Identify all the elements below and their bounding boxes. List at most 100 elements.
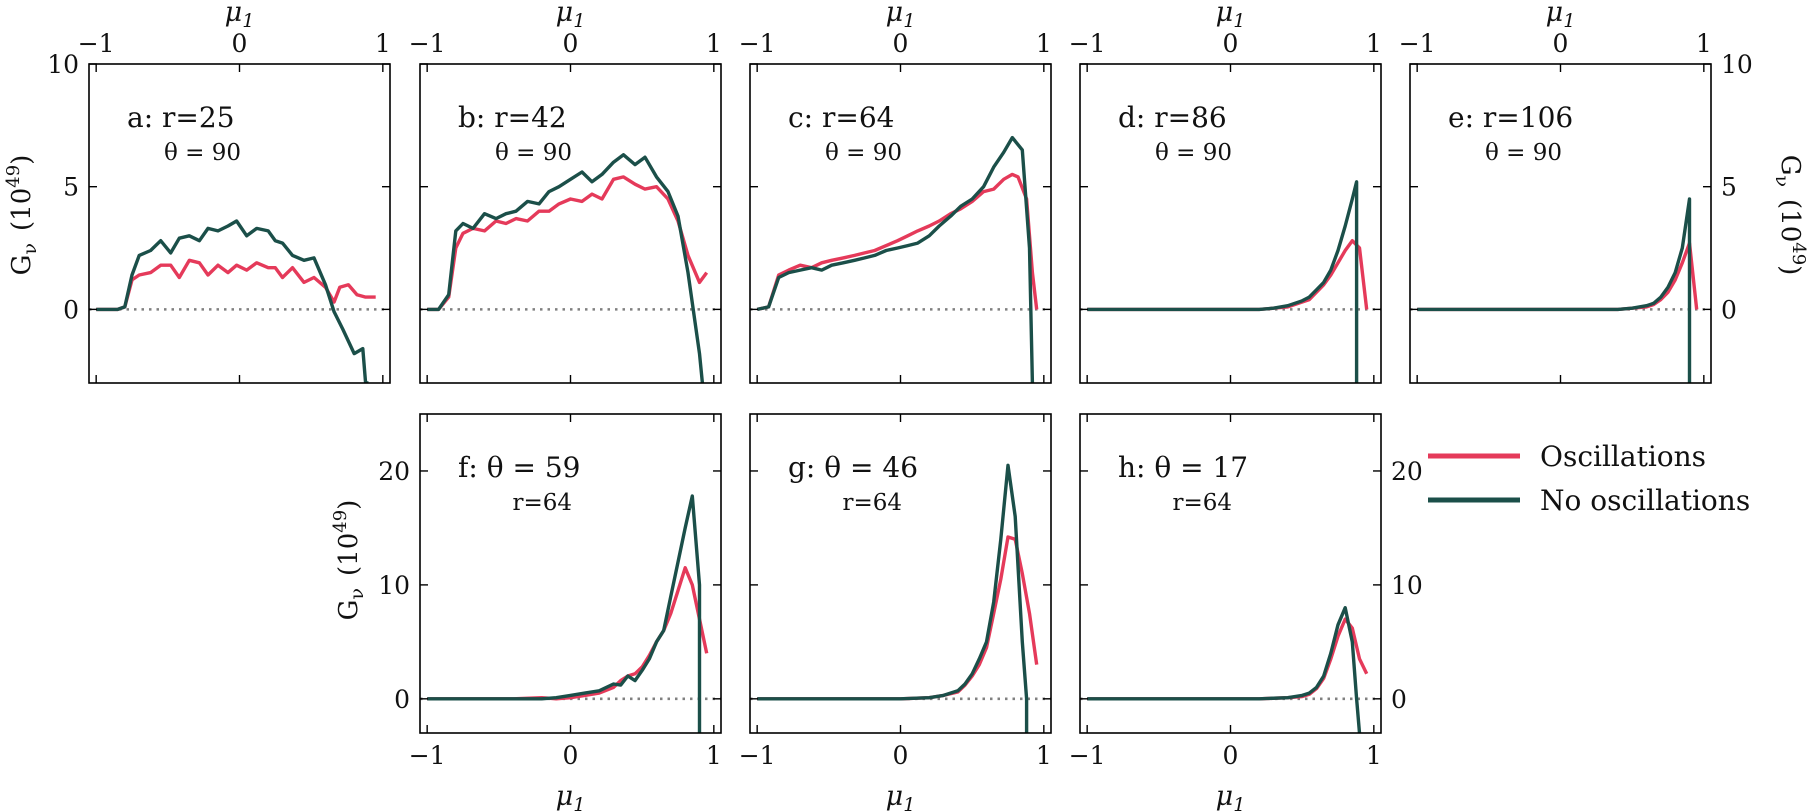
- legend-label-oscillations: Oscillations: [1540, 440, 1706, 473]
- xtick-label-a-1: 0: [232, 29, 248, 58]
- series-h-no-oscillations: [1087, 606, 1362, 733]
- xtick-label-d-1: 0: [1223, 29, 1239, 58]
- svg-text:Gν(1049): Gν(1049): [3, 155, 41, 276]
- series-b-oscillations: [427, 175, 709, 312]
- x-axis-label-d: μ1: [1216, 0, 1246, 32]
- y-axis-label-top-right: Gν(1049): [1771, 155, 1809, 276]
- xtick-label-g-2: 1: [1036, 741, 1052, 770]
- series-a-no-oscillations: [96, 219, 369, 383]
- panel-title-a: a: r=25: [127, 101, 235, 134]
- xtick-label-h-2: 1: [1366, 741, 1382, 770]
- ytick-label-left-a-1: 5: [63, 173, 79, 202]
- xtick-label-g-0: −1: [739, 741, 776, 770]
- panel-b: −1 0 1 μ1 b: r=42 θ = 90: [409, 0, 722, 384]
- panel-subtitle-f: r=64: [512, 490, 572, 516]
- panel-subtitle-c: θ = 90: [825, 140, 902, 166]
- series-group-h: [1087, 606, 1369, 733]
- ytick-label-right-e-2: 10: [1721, 50, 1753, 79]
- series-e-no-oscillations: [1417, 197, 1692, 383]
- xtick-label-d-2: 1: [1366, 29, 1382, 58]
- ytick-label-right-h-2: 20: [1391, 457, 1423, 486]
- series-f-no-oscillations: [427, 494, 702, 733]
- ytick-label-left-a-0: 0: [63, 295, 79, 324]
- x-axis-label-c: μ1: [886, 0, 916, 32]
- xtick-label-c-0: −1: [739, 29, 776, 58]
- series-c-oscillations: [756, 172, 1039, 312]
- y-axis-label-bottom-left: Gν(1049): [330, 500, 368, 621]
- xtick-label-f-1: 0: [563, 741, 579, 770]
- ytick-label-left-f-0: 0: [394, 685, 410, 714]
- xtick-label-a-2: 1: [375, 29, 391, 58]
- panel-subtitle-d: θ = 90: [1155, 140, 1232, 166]
- series-c-no-oscillations: [756, 135, 1035, 383]
- y-axis-label-top-left: Gν(1049): [3, 155, 41, 276]
- panel-title-d: d: r=86: [1118, 101, 1227, 134]
- series-group-e: [1417, 197, 1699, 383]
- x-axis-label-h: μ1: [1216, 781, 1246, 811]
- series-d-no-oscillations: [1087, 180, 1359, 383]
- xtick-label-c-2: 1: [1036, 29, 1052, 58]
- ytick-label-right-e-1: 5: [1721, 173, 1737, 202]
- x-axis-label-f: μ1: [556, 781, 586, 811]
- xtick-label-g-1: 0: [893, 741, 909, 770]
- panel-d: −1 0 1 μ1 d: r=86 θ = 90: [1069, 0, 1382, 384]
- ytick-label-left-f-1: 10: [378, 571, 410, 600]
- panel-subtitle-e: θ = 90: [1485, 140, 1562, 166]
- xtick-label-d-0: −1: [1069, 29, 1106, 58]
- panel-title-b: b: r=42: [458, 101, 567, 134]
- series-group-d: [1087, 180, 1369, 383]
- panel-subtitle-a: θ = 90: [164, 140, 241, 166]
- series-group-c: [756, 135, 1039, 383]
- xtick-label-b-2: 1: [706, 29, 722, 58]
- panel-title-e: e: r=106: [1448, 101, 1573, 134]
- x-axis-label-b: μ1: [556, 0, 586, 32]
- series-f-oscillations: [427, 566, 709, 701]
- panel-title-c: c: r=64: [788, 101, 895, 134]
- xtick-label-b-1: 0: [563, 29, 579, 58]
- xtick-label-b-0: −1: [409, 29, 446, 58]
- series-b-no-oscillations: [427, 153, 705, 383]
- series-group-b: [427, 153, 709, 383]
- panel-g: −1 0 1 μ1 g: θ = 46 r=64: [739, 413, 1052, 811]
- series-a-oscillations: [96, 258, 376, 312]
- panel-title-f: f: θ = 59: [458, 451, 580, 484]
- xtick-label-e-1: 0: [1553, 29, 1569, 58]
- panel-subtitle-b: θ = 90: [495, 140, 572, 166]
- x-axis-label-e: μ1: [1546, 0, 1576, 32]
- xtick-label-c-1: 0: [893, 29, 909, 58]
- legend-label-no-oscillations: No oscillations: [1540, 484, 1750, 517]
- xtick-label-f-2: 1: [706, 741, 722, 770]
- legend: Oscillations No oscillations: [1428, 440, 1750, 517]
- series-d-oscillations: [1087, 238, 1369, 312]
- series-g-no-oscillations: [757, 463, 1029, 733]
- series-g-oscillations: [757, 535, 1039, 701]
- panel-title-g: g: θ = 46: [788, 451, 918, 484]
- series-group-g: [757, 463, 1039, 733]
- xtick-label-h-0: −1: [1069, 741, 1106, 770]
- series-e-oscillations: [1417, 241, 1699, 312]
- xtick-label-e-0: −1: [1399, 29, 1436, 58]
- series-h-oscillations: [1087, 617, 1369, 701]
- xtick-label-a-0: −1: [78, 29, 115, 58]
- series-group-f: [427, 494, 709, 733]
- ytick-label-right-h-0: 0: [1391, 685, 1407, 714]
- svg-text:Gν(1049): Gν(1049): [330, 500, 368, 621]
- ytick-label-right-h-1: 10: [1391, 571, 1423, 600]
- x-axis-label-a: μ1: [225, 0, 255, 32]
- panel-subtitle-g: r=64: [842, 490, 902, 516]
- svg-text:Gν(1049): Gν(1049): [1771, 155, 1809, 276]
- x-axis-label-g: μ1: [886, 781, 916, 811]
- panel-title-h: h: θ = 17: [1118, 451, 1248, 484]
- panel-c: −1 0 1 μ1 c: r=64 θ = 90: [739, 0, 1052, 384]
- ytick-label-right-e-0: 0: [1721, 295, 1737, 324]
- series-group-a: [96, 219, 376, 383]
- ytick-label-left-a-2: 10: [47, 50, 79, 79]
- xtick-label-f-0: −1: [409, 741, 446, 770]
- xtick-label-h-1: 0: [1223, 741, 1239, 770]
- panel-subtitle-h: r=64: [1172, 490, 1232, 516]
